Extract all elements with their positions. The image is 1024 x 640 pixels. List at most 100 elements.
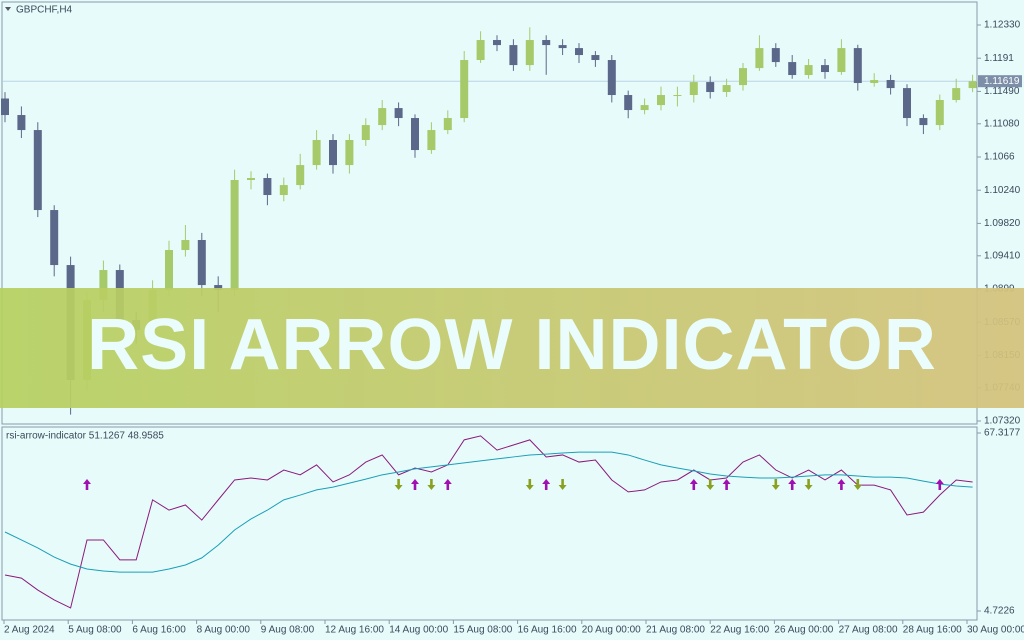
up-arrow (411, 479, 419, 490)
y-tick-label: 1.11490 (984, 86, 1020, 97)
y-tick-label: 67.3177 (984, 428, 1021, 439)
candle-body (689, 82, 698, 96)
candle-body (739, 68, 747, 86)
candle-body (50, 210, 59, 266)
y-tick-label: 1.11080 (984, 118, 1020, 129)
x-tick-label: 12 Aug 16:00 (325, 625, 384, 636)
up-arrow (935, 479, 944, 490)
candle-body (952, 88, 961, 101)
candle-body (263, 178, 272, 196)
down-arrow (558, 479, 567, 490)
candle-body (165, 250, 173, 291)
candle-body (657, 95, 665, 106)
indicator-line (4, 451, 973, 573)
down-arrow (394, 479, 403, 490)
x-tick-label: 27 Aug 08:00 (839, 625, 898, 636)
up-arrow (788, 479, 797, 490)
candle-body (247, 178, 255, 181)
x-tick-label: 15 Aug 08:00 (453, 625, 512, 636)
candle-body (378, 108, 387, 126)
candle-body (476, 40, 485, 61)
down-arrow (427, 479, 436, 490)
candle-body (722, 85, 731, 93)
candle-body (607, 60, 616, 96)
last-price-box (978, 75, 1022, 88)
candle-body (181, 239, 190, 251)
candle-body (411, 118, 419, 151)
banner (0, 288, 1024, 408)
candle-body (542, 40, 551, 46)
candle-body (755, 48, 764, 69)
x-tick-label: 20 Aug 00:00 (582, 625, 641, 636)
candle-body (296, 165, 305, 186)
indicator-panel (1, 426, 978, 621)
indicator-line (4, 435, 973, 609)
candle-body (279, 185, 288, 196)
banner-text: RSI ARROW INDICATOR (87, 305, 937, 385)
y-tick-label: 1.09820 (984, 218, 1021, 229)
x-tick-label: 28 Aug 16:00 (903, 625, 962, 636)
candle-body (640, 105, 649, 111)
y-tick-label: 1.07320 (984, 416, 1021, 427)
x-tick-label: 5 Aug 08:00 (68, 625, 122, 636)
y-tick-label: 1.1066 (984, 152, 1015, 163)
candle-body (230, 180, 239, 291)
candle-body (706, 82, 715, 93)
candle-body (673, 95, 682, 97)
candle-body (870, 80, 879, 84)
x-tick-label: 21 Aug 08:00 (646, 625, 705, 636)
last-price-label: 1.11619 (984, 76, 1020, 87)
candle-body (1, 98, 9, 116)
menu-triangle[interactable] (5, 7, 11, 11)
candle-body (361, 125, 370, 141)
x-tick-label: 2 Aug 2024 (4, 625, 55, 636)
up-arrow (443, 479, 452, 490)
x-tick-label: 26 Aug 00:00 (774, 625, 833, 636)
down-arrow (853, 479, 862, 490)
down-arrow (706, 479, 715, 490)
y-tick-label: 1.09410 (984, 250, 1021, 261)
x-tick-label: 30 Aug 00:00 (967, 625, 1024, 636)
candle-body (771, 48, 780, 63)
candle-body (558, 45, 567, 49)
candle-body (575, 48, 583, 56)
candle-body (624, 95, 633, 111)
candle-body (99, 270, 108, 300)
candle-body (17, 115, 26, 131)
candle-body (509, 45, 518, 66)
down-arrow (771, 479, 780, 490)
candle-body (935, 100, 944, 126)
up-arrow (722, 479, 731, 490)
candle-body (903, 88, 911, 119)
down-arrow (804, 479, 813, 490)
down-arrow (525, 479, 534, 490)
y-tick-label: 1.10240 (984, 185, 1021, 196)
candle-body (853, 48, 862, 84)
candle-body (443, 118, 452, 131)
candle-body (493, 40, 501, 46)
main-panel (1, 1, 978, 425)
x-tick-label: 8 Aug 00:00 (197, 625, 251, 636)
y-tick-label: 4.7226 (984, 606, 1015, 617)
candle-body (788, 62, 797, 76)
up-arrow (689, 479, 698, 490)
y-tick-label: 1.12330 (984, 20, 1021, 31)
candle-body (837, 48, 846, 73)
candle-body (804, 65, 813, 76)
x-tick-label: 9 Aug 08:00 (261, 625, 315, 636)
x-tick-label: 6 Aug 16:00 (132, 625, 186, 636)
candle-body (427, 130, 436, 151)
candle-body (591, 55, 600, 61)
symbol-title: GBPCHF,H4 (16, 5, 73, 16)
y-tick-label: 1.1191 (984, 53, 1014, 64)
candle-body (968, 81, 977, 89)
candle-body (821, 65, 829, 73)
x-tick-label: 14 Aug 00:00 (389, 625, 448, 636)
up-arrow (837, 479, 846, 490)
candle-body (214, 285, 223, 291)
up-arrow (83, 479, 91, 490)
indicator-title: rsi-arrow-indicator 51.1267 48.9585 (6, 431, 164, 442)
candle-body (197, 239, 206, 286)
candle-body (460, 60, 469, 119)
